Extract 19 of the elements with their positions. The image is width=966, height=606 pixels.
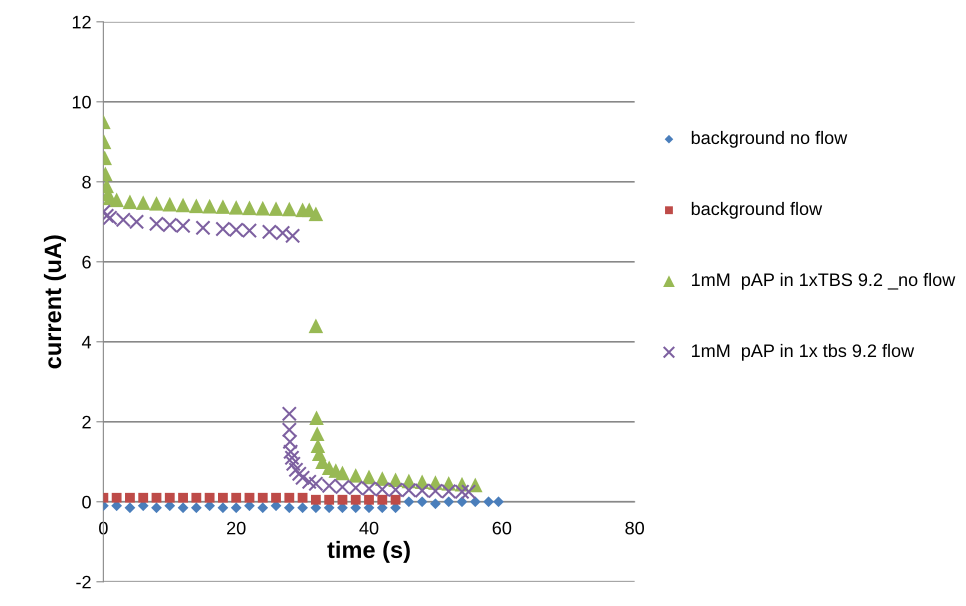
y-tick-label: 12 (72, 16, 91, 28)
y-tick-label: 2 (82, 416, 91, 428)
y-tick-label: 8 (82, 176, 91, 189)
legend-label: 1mM pAP in 1x tbs 9.2 flow (692, 344, 914, 361)
legend-label: background flow (692, 202, 822, 219)
x-tick-label: 80 (625, 522, 644, 534)
y-tick-label: 10 (72, 96, 91, 109)
legend-label: 1mM pAP in 1xTBS 9.2 _no flow (692, 272, 956, 290)
legend-label: background no flow (692, 130, 848, 148)
x-tick-label: 0 (99, 522, 108, 534)
y-axis-title: current (uA) (44, 235, 66, 368)
y-tick-label: 0 (82, 496, 91, 508)
x-axis-title: time (s) (327, 540, 410, 563)
y-tick-label: 4 (82, 336, 92, 348)
x-tick-label: 40 (359, 522, 378, 534)
y-tick-label: -2 (76, 576, 91, 588)
y-tick-label: 6 (82, 256, 91, 269)
x-tick-label: 60 (492, 522, 512, 534)
x-tick-label: 20 (227, 522, 246, 534)
